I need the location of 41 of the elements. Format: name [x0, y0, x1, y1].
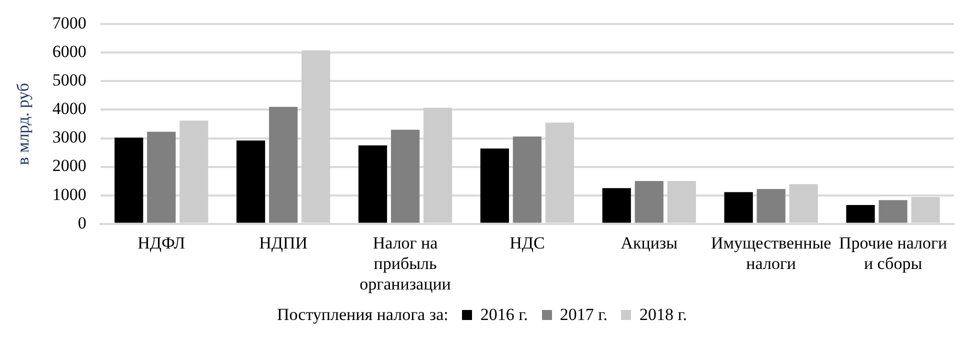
legend-label: 2016 г.	[480, 305, 528, 325]
y-tick-label: 1000	[52, 184, 86, 204]
bar	[878, 200, 908, 223]
bar	[602, 188, 631, 223]
bar	[911, 196, 940, 223]
bar	[180, 120, 208, 223]
y-axis-title: в млрд. руб	[14, 82, 33, 166]
x-tick-label: НДС	[510, 233, 545, 252]
bar	[545, 122, 574, 223]
bar	[756, 189, 786, 223]
bar	[846, 204, 875, 223]
bar	[302, 50, 330, 223]
bar	[789, 184, 818, 223]
bar	[358, 145, 388, 223]
bar	[423, 108, 452, 223]
legend-label: 2017 г.	[560, 305, 608, 325]
x-tick-label: Акцизы	[620, 233, 678, 252]
x-tick-label: Налог на прибыль организации	[360, 233, 451, 294]
bar	[512, 136, 542, 223]
y-tick-label: 4000	[52, 99, 86, 118]
legend-title: Поступления налога за:	[276, 305, 448, 325]
bar	[390, 130, 420, 223]
bar	[269, 106, 298, 223]
x-tick-label: Прочие налоги и сборы	[838, 233, 948, 273]
x-tick-label: Имущественные налоги	[710, 233, 832, 273]
y-tick-label: 0	[78, 213, 86, 232]
bar	[667, 181, 696, 223]
bar	[236, 140, 266, 223]
legend-label: 2018 г.	[639, 305, 688, 325]
y-tick-label: 7000	[52, 14, 86, 33]
y-tick-label: 2000	[52, 156, 86, 176]
x-tick-label: НДПИ	[259, 233, 308, 252]
y-tick-label: 6000	[52, 42, 86, 62]
bar	[480, 148, 509, 223]
y-tick-label: 5000	[52, 70, 86, 90]
x-tick-label: НДФЛ	[138, 233, 186, 252]
bar	[634, 181, 664, 223]
y-tick-label: 3000	[52, 128, 86, 147]
bar	[114, 138, 144, 223]
bar	[724, 192, 753, 223]
bar	[147, 132, 176, 223]
